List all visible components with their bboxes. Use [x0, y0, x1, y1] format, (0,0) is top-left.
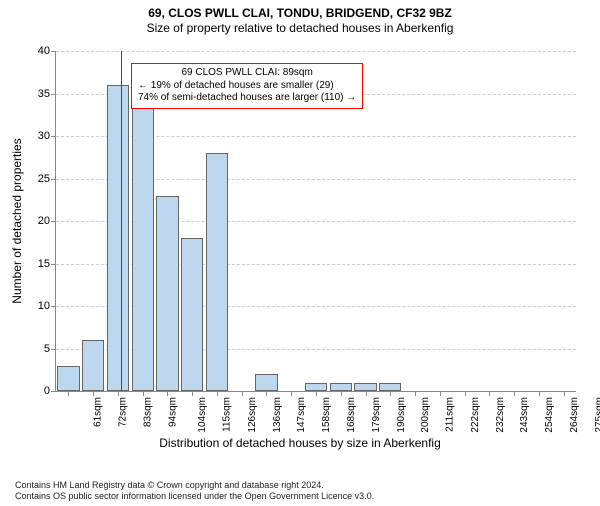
xtick-mark	[118, 391, 119, 396]
plot-area: 051015202530354061sqm72sqm83sqm94sqm104s…	[55, 51, 576, 392]
ytick-mark	[51, 179, 56, 180]
ytick-mark	[51, 136, 56, 137]
xtick-mark	[341, 391, 342, 396]
xtick-mark	[465, 391, 466, 396]
ytick-mark	[51, 391, 56, 392]
xtick-label: 254sqm	[544, 397, 555, 433]
xtick-mark	[514, 391, 515, 396]
ytick-mark	[51, 94, 56, 95]
histogram-bar	[330, 383, 352, 392]
annotation-line: 74% of semi-detached houses are larger (…	[138, 92, 356, 105]
xtick-mark	[167, 391, 168, 396]
histogram-bar	[181, 238, 203, 391]
xtick-label: 115sqm	[222, 397, 233, 432]
ytick-label: 30	[38, 130, 50, 142]
attribution-text: Contains HM Land Registry data © Crown c…	[15, 480, 374, 502]
ytick-mark	[51, 349, 56, 350]
y-axis-label: Number of detached properties	[10, 138, 24, 303]
xtick-label: 126sqm	[247, 397, 258, 433]
xtick-label: 136sqm	[272, 397, 283, 433]
xtick-mark	[217, 391, 218, 396]
ytick-mark	[51, 51, 56, 52]
xtick-label: 61sqm	[93, 397, 104, 427]
xtick-label: 200sqm	[420, 397, 431, 433]
ytick-mark	[51, 306, 56, 307]
histogram-bar	[107, 85, 129, 391]
histogram-bar	[57, 366, 79, 392]
ytick-label: 25	[38, 173, 50, 185]
histogram-bar	[354, 383, 376, 392]
ytick-label: 40	[38, 45, 50, 57]
xtick-label: 168sqm	[346, 397, 357, 433]
xtick-label: 264sqm	[569, 397, 580, 433]
xtick-mark	[390, 391, 391, 396]
ytick-mark	[51, 264, 56, 265]
xtick-mark	[415, 391, 416, 396]
xtick-label: 243sqm	[519, 397, 530, 433]
histogram-bar	[379, 383, 401, 392]
gridline	[56, 51, 576, 52]
histogram-bar	[305, 383, 327, 392]
xtick-mark	[440, 391, 441, 396]
annotation-box: 69 CLOS PWLL CLAI: 89sqm← 19% of detache…	[131, 63, 363, 109]
histogram-bar	[132, 102, 154, 391]
xtick-mark	[366, 391, 367, 396]
histogram-bar	[255, 374, 277, 391]
ytick-label: 0	[44, 385, 50, 397]
xtick-label: 72sqm	[118, 397, 129, 427]
attribution-line2: Contains OS public sector information li…	[15, 491, 374, 502]
ytick-label: 20	[38, 215, 50, 227]
xtick-label: 83sqm	[142, 397, 153, 427]
xtick-label: 179sqm	[371, 397, 382, 433]
reference-line	[121, 51, 122, 391]
ytick-label: 5	[44, 343, 50, 355]
x-axis-label: Distribution of detached houses by size …	[0, 436, 600, 450]
xtick-label: 211sqm	[444, 397, 455, 432]
attribution-line1: Contains HM Land Registry data © Crown c…	[15, 480, 374, 491]
xtick-mark	[242, 391, 243, 396]
xtick-mark	[93, 391, 94, 396]
xtick-mark	[291, 391, 292, 396]
histogram-bar	[156, 196, 178, 392]
xtick-label: 104sqm	[198, 397, 209, 433]
xtick-mark	[489, 391, 490, 396]
ytick-label: 10	[38, 300, 50, 312]
xtick-mark	[266, 391, 267, 396]
xtick-mark	[143, 391, 144, 396]
chart-title-line2: Size of property relative to detached ho…	[0, 21, 600, 35]
xtick-mark	[68, 391, 69, 396]
annotation-line: 69 CLOS PWLL CLAI: 89sqm	[138, 67, 356, 80]
ytick-mark	[51, 221, 56, 222]
annotation-line: ← 19% of detached houses are smaller (29…	[138, 80, 356, 93]
chart-title-line1: 69, CLOS PWLL CLAI, TONDU, BRIDGEND, CF3…	[0, 6, 600, 20]
xtick-label: 222sqm	[470, 397, 481, 433]
xtick-mark	[316, 391, 317, 396]
xtick-label: 275sqm	[594, 397, 600, 433]
xtick-mark	[539, 391, 540, 396]
chart-container: Number of detached properties 0510152025…	[0, 46, 600, 446]
ytick-label: 35	[38, 88, 50, 100]
xtick-label: 232sqm	[495, 397, 506, 433]
histogram-bar	[206, 153, 228, 391]
ytick-label: 15	[38, 258, 50, 270]
xtick-label: 94sqm	[167, 397, 178, 427]
xtick-label: 190sqm	[396, 397, 407, 433]
histogram-bar	[82, 340, 104, 391]
xtick-label: 147sqm	[297, 397, 308, 433]
xtick-label: 158sqm	[321, 397, 332, 433]
xtick-mark	[192, 391, 193, 396]
xtick-mark	[564, 391, 565, 396]
